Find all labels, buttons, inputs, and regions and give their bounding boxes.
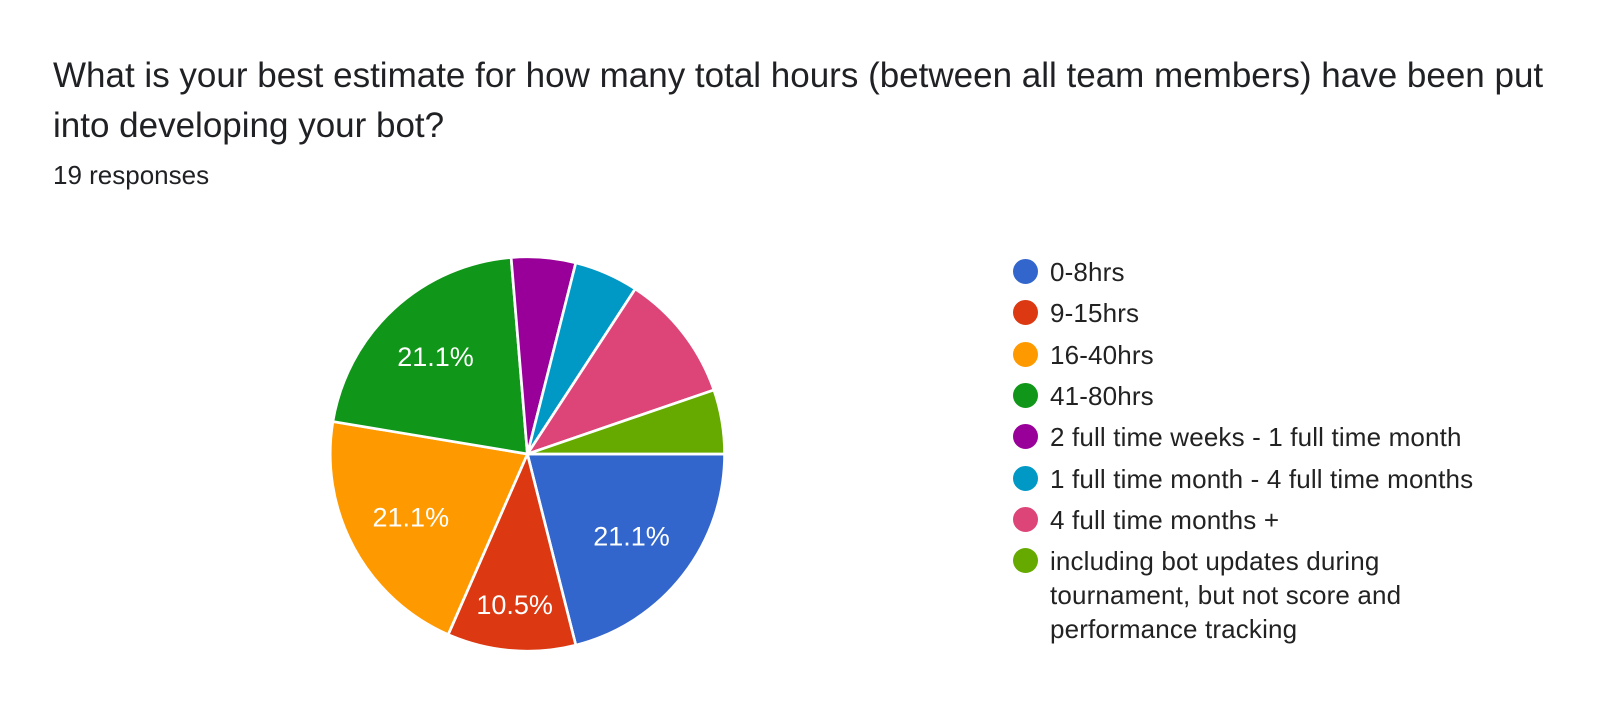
svg-text:10.5%: 10.5%: [476, 590, 553, 620]
svg-text:21.1%: 21.1%: [373, 502, 450, 532]
svg-text:21.1%: 21.1%: [593, 521, 670, 551]
svg-text:21.1%: 21.1%: [397, 342, 474, 372]
